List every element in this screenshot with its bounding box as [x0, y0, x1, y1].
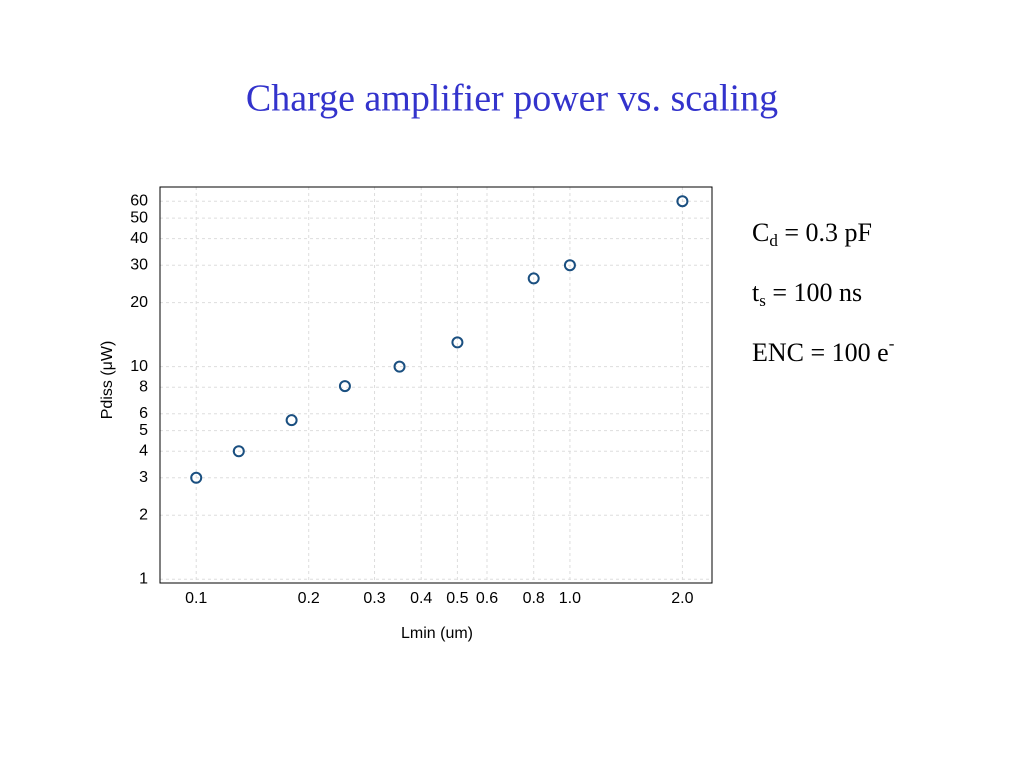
annotation: ts = 100 ns [752, 278, 862, 310]
x-tick-label: 1.0 [559, 590, 581, 607]
y-tick-label: 30 [130, 256, 148, 273]
y-tick-label: 10 [130, 358, 148, 375]
annotation-text: C [752, 218, 769, 247]
annotation-superscript: - [889, 334, 895, 353]
annotation-text: = 0.3 pF [778, 218, 872, 247]
x-tick-label: 0.4 [410, 590, 432, 607]
annotation-text: = 100 ns [766, 278, 862, 307]
y-tick-label: 8 [139, 378, 148, 395]
x-tick-label: 0.2 [298, 590, 320, 607]
y-tick-label: 6 [139, 405, 148, 422]
y-tick-label: 40 [130, 230, 148, 247]
y-axis-label: Pdiss (μW) [99, 341, 116, 420]
annotation-subscript: s [759, 291, 766, 310]
y-tick-label: 3 [139, 469, 148, 486]
x-axis-label: Lmin (um) [401, 625, 473, 642]
y-tick-label: 50 [130, 209, 148, 226]
x-tick-label: 0.3 [363, 590, 385, 607]
chart-title: Charge amplifier power vs. scaling [246, 78, 778, 120]
data-point [451, 336, 464, 349]
data-point [527, 272, 540, 285]
y-tick-label: 1 [139, 570, 148, 587]
data-point [393, 360, 406, 373]
data-point [285, 414, 298, 427]
x-tick-label: 0.5 [446, 590, 468, 607]
x-tick-label: 0.1 [185, 590, 207, 607]
data-point [232, 445, 245, 458]
y-tick-label: 5 [139, 422, 148, 439]
y-tick-label: 20 [130, 294, 148, 311]
y-tick-label: 2 [139, 506, 148, 523]
y-tick-label: 4 [139, 442, 148, 459]
annotation-text: t [752, 278, 760, 307]
data-point [190, 471, 203, 484]
annotation-subscript: d [769, 231, 778, 250]
annotation-text: ENC = 100 e [752, 338, 889, 367]
data-point [676, 195, 689, 208]
data-point [563, 259, 576, 272]
data-point [338, 380, 351, 393]
annotation: Cd = 0.3 pF [752, 218, 872, 250]
annotation: ENC = 100 e- [752, 334, 895, 367]
x-tick-label: 0.8 [523, 590, 545, 607]
plot-frame [159, 186, 713, 584]
x-tick-label: 2.0 [671, 590, 693, 607]
x-tick-label: 0.6 [476, 590, 498, 607]
y-tick-label: 60 [130, 192, 148, 209]
